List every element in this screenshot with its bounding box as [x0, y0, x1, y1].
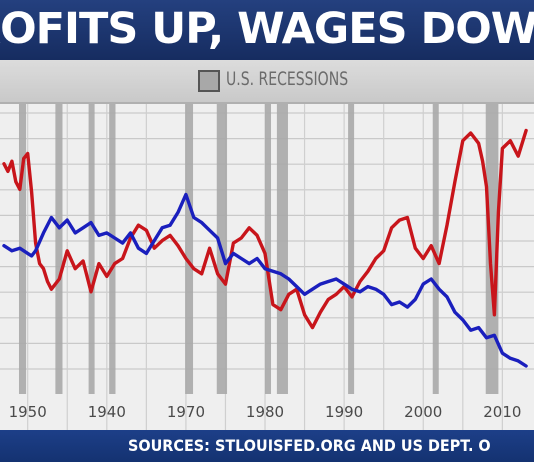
recession-band [55, 104, 63, 394]
x-axis-ticks: 1950 1940 1970 1980 1990 2000 2010 [9, 403, 522, 421]
recession-bands [18, 104, 499, 394]
legend: U.S. RECESSIONS [0, 60, 534, 104]
series-line-blue [2, 192, 528, 368]
legend-label-recessions: U.S. RECESSIONS [226, 68, 349, 90]
recession-band [485, 104, 499, 394]
series-lines [2, 128, 528, 368]
recession-band [276, 104, 288, 394]
x-tick-label: 1970 [167, 403, 205, 421]
x-tick-label: 1980 [246, 403, 284, 421]
title-bar: ROFITS UP, WAGES DOW [0, 0, 534, 60]
recession-band [88, 104, 95, 394]
recession-band [109, 104, 116, 394]
x-tick-label: 1940 [88, 403, 126, 421]
x-tick-label: 1990 [325, 403, 363, 421]
recession-band [432, 104, 439, 394]
series-line-red [2, 128, 528, 330]
x-tick-label: 2000 [404, 403, 442, 421]
recession-band [265, 104, 272, 394]
legend-swatch-recessions [198, 70, 220, 92]
plot-area: 1950 1940 1970 1980 1990 2000 2010 [0, 104, 534, 430]
x-tick-label: 2010 [483, 403, 521, 421]
source-note: SOURCES: STLOUISFED.ORG AND US DEPT. O [128, 436, 491, 455]
x-tick-label: 1950 [9, 403, 47, 421]
source-bar: SOURCES: STLOUISFED.ORG AND US DEPT. O [0, 430, 534, 462]
recession-band [185, 104, 194, 394]
recession-band [348, 104, 355, 394]
chart-title: ROFITS UP, WAGES DOW [0, 4, 534, 54]
line-chart: 1950 1940 1970 1980 1990 2000 2010 [0, 104, 534, 430]
